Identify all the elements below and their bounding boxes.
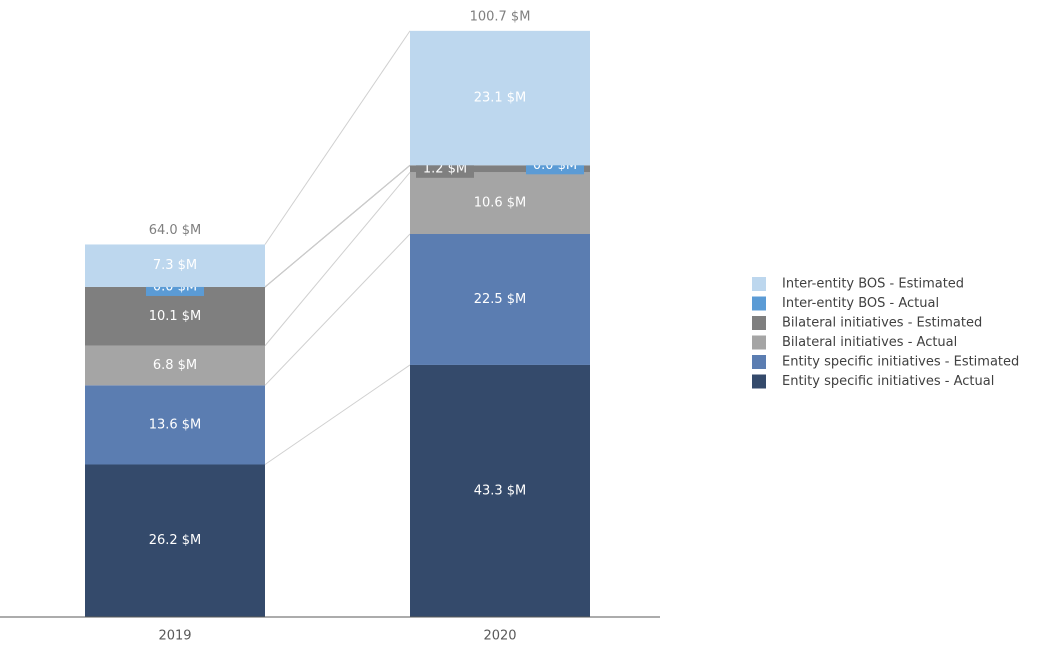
bar-segment — [85, 385, 265, 465]
legend-label: Entity specific initiatives - Estimated — [782, 355, 1019, 370]
legend-label: Inter-entity BOS - Actual — [782, 296, 939, 311]
value-label: 7.3 $M — [153, 258, 197, 273]
connector — [264, 233, 411, 386]
value-label: 23.1 $M — [474, 91, 527, 106]
legend-swatch — [752, 355, 766, 369]
total-label: 100.7 $M — [470, 9, 531, 24]
legend-swatch — [752, 316, 766, 330]
legend-label: Bilateral initiatives - Actual — [782, 335, 957, 350]
legend-label: Bilateral initiatives - Estimated — [782, 316, 982, 331]
value-label: 10.1 $M — [149, 309, 202, 324]
value-label: 43.3 $M — [474, 483, 527, 498]
bar-segment — [410, 30, 590, 166]
total-label: 64.0 $M — [149, 223, 202, 238]
bar-segment — [85, 345, 265, 386]
bar-segment — [410, 165, 590, 173]
legend-swatch — [752, 277, 766, 291]
legend-swatch — [752, 296, 766, 311]
bar-segment — [85, 464, 265, 617]
value-label: 13.6 $M — [149, 417, 202, 432]
x-tick-label: 2020 — [483, 629, 516, 644]
connector — [264, 171, 411, 347]
connector — [264, 30, 411, 245]
legend-swatch — [752, 374, 766, 389]
connector — [264, 364, 411, 465]
bar-segment — [85, 286, 265, 346]
value-label: 10.6 $M — [474, 196, 527, 211]
connector — [264, 164, 411, 288]
bar-segment — [85, 244, 265, 287]
value-label: 26.2 $M — [149, 533, 202, 548]
x-tick-label: 2019 — [158, 629, 191, 644]
bar-segment — [410, 172, 590, 234]
bar-segment — [410, 364, 590, 617]
bar-segment — [410, 233, 590, 365]
value-label: 22.5 $M — [474, 292, 527, 307]
legend-label: Inter-entity BOS - Estimated — [782, 277, 964, 292]
legend-label: Entity specific initiatives - Actual — [782, 374, 994, 389]
legend-swatch — [752, 335, 766, 350]
value-label: 6.8 $M — [153, 358, 197, 373]
